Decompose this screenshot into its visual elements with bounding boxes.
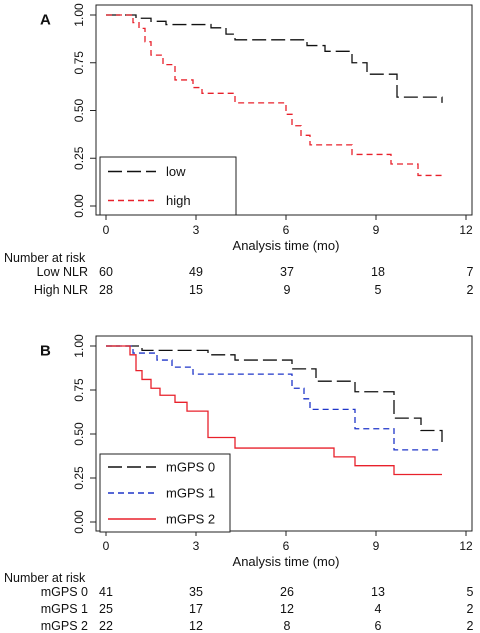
y-tick-label: 1.00: [72, 3, 86, 27]
risk-row-label: mGPS 1: [41, 602, 88, 616]
x-tick-label: 6: [283, 223, 290, 237]
x-axis-label: Analysis time (mo): [233, 238, 340, 253]
km-panel-a: A 0.00 0.25 0.50 0.75 1.00 0 3 6 9 12 Analysis time…: [4, 3, 474, 297]
risk-count: 49: [189, 265, 203, 279]
risk-row-label: Low NLR: [37, 265, 88, 279]
panel-letter: A: [40, 11, 51, 28]
risk-count: 18: [371, 265, 385, 279]
km-panel-b: B 0.00 0.25 0.50 0.75 1.00 0 3 6 9 12 Analysis time…: [4, 334, 474, 633]
risk-row-label: mGPS 2: [41, 619, 88, 633]
risk-row-label: High NLR: [34, 283, 88, 297]
legend: low high: [99, 156, 237, 216]
x-tick-label: 0: [103, 223, 110, 237]
y-tick-label: 0.75: [72, 378, 86, 402]
legend-label: mGPS 1: [166, 486, 215, 501]
survival-curve-low: [106, 14, 443, 103]
risk-count: 13: [371, 585, 385, 599]
risk-count: 7: [467, 265, 474, 279]
risk-count: 12: [280, 602, 294, 616]
x-axis-label: Analysis time (mo): [233, 554, 340, 569]
y-tick-label: 0.00: [72, 194, 86, 218]
survival-curve-high: [106, 14, 442, 177]
risk-table-header: Number at risk: [4, 251, 86, 265]
survival-curve-mgps-2: [106, 345, 442, 476]
y-tick-label: 0.75: [72, 51, 86, 75]
legend-label: high: [166, 193, 191, 208]
risk-count: 35: [189, 585, 203, 599]
risk-count: 41: [99, 585, 113, 599]
x-tick-label: 3: [193, 539, 200, 553]
legend-label: low: [166, 164, 186, 179]
risk-count: 2: [467, 283, 474, 297]
x-tick-label: 6: [283, 539, 290, 553]
panel-letter: B: [40, 342, 51, 359]
x-tick-label: 0: [103, 539, 110, 553]
x-tick-label: 12: [459, 223, 473, 237]
legend: mGPS 0 mGPS 1 mGPS 2: [99, 453, 231, 533]
risk-count: 9: [284, 283, 291, 297]
risk-table-header: Number at risk: [4, 571, 86, 585]
risk-count: 60: [99, 265, 113, 279]
risk-count: 8: [284, 619, 291, 633]
risk-count: 25: [99, 602, 113, 616]
y-tick-label: 1.00: [72, 334, 86, 358]
x-tick-label: 9: [373, 539, 380, 553]
x-tick-label: 9: [373, 223, 380, 237]
risk-count: 12: [189, 619, 203, 633]
y-tick-label: 0.50: [72, 422, 86, 446]
y-tick-label: 0.50: [72, 98, 86, 122]
survival-curve-mgps-1: [106, 345, 442, 451]
risk-count: 2: [467, 602, 474, 616]
risk-count: 6: [375, 619, 382, 633]
y-tick-label: 0.00: [72, 510, 86, 534]
risk-count: 5: [375, 283, 382, 297]
x-tick-label: 3: [193, 223, 200, 237]
y-tick-label: 0.25: [72, 466, 86, 490]
risk-row-label: mGPS 0: [41, 585, 88, 599]
risk-count: 15: [189, 283, 203, 297]
risk-count: 17: [189, 602, 203, 616]
risk-count: 37: [280, 265, 294, 279]
risk-count: 4: [375, 602, 382, 616]
legend-label: mGPS 2: [166, 512, 215, 527]
risk-count: 5: [467, 585, 474, 599]
risk-count: 28: [99, 283, 113, 297]
y-tick-label: 0.25: [72, 146, 86, 170]
risk-count: 2: [467, 619, 474, 633]
x-tick-label: 12: [459, 539, 473, 553]
risk-count: 26: [280, 585, 294, 599]
legend-label: mGPS 0: [166, 460, 215, 475]
legend-box: [99, 156, 237, 216]
survival-curve-mgps-0: [106, 345, 443, 443]
risk-count: 22: [99, 619, 113, 633]
